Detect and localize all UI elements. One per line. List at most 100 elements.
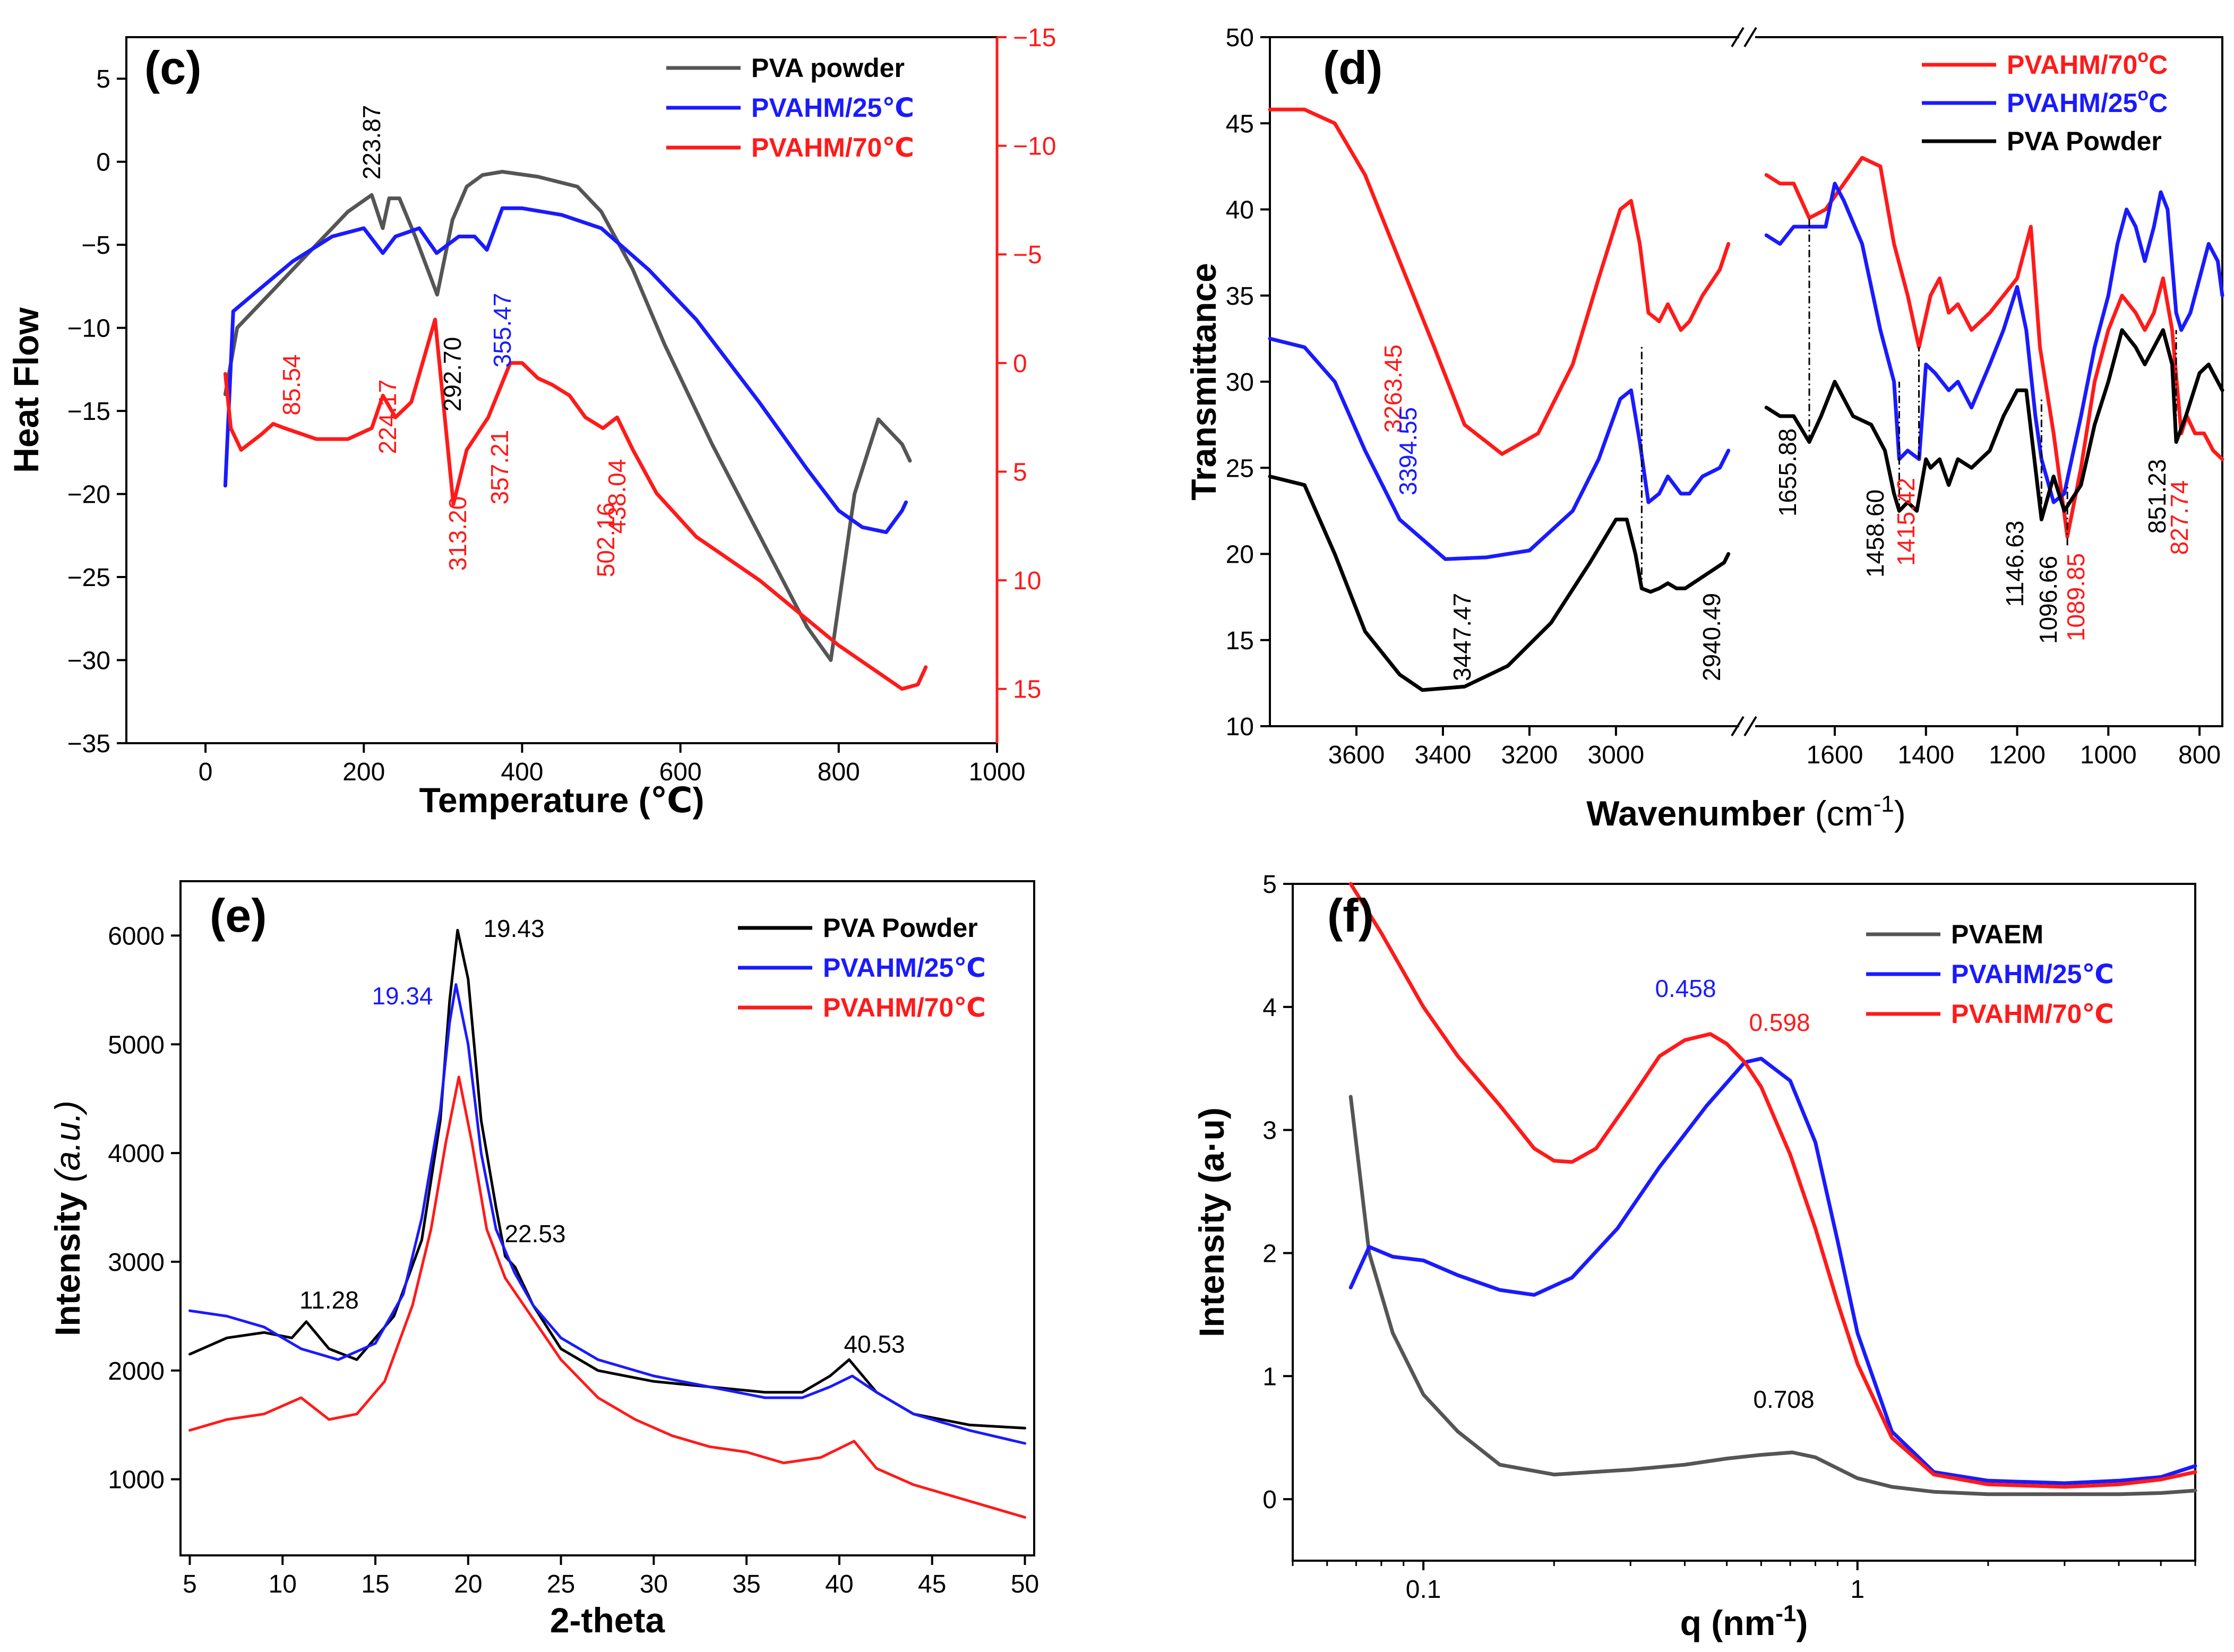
x-tick-label-d: 3600 — [1328, 741, 1385, 769]
y-tick-label-d: 15 — [1226, 627, 1254, 655]
annotation-e: 19.34 — [372, 982, 433, 1010]
y-tick-label-f: 4 — [1262, 994, 1277, 1022]
y-tick-label-e: 5000 — [108, 1031, 165, 1059]
annotation-f: 0.458 — [1655, 975, 1716, 1002]
panel-d: 3600 3400 3200 3000 1600 1400 1200 1000 800 10 15 2… — [1184, 24, 2224, 833]
legend-e-label-2: PVAHM/70℃ — [823, 993, 986, 1022]
x-tick-label-e: 5 — [183, 1570, 197, 1598]
y2-tick-label-c: −5 — [1013, 241, 1042, 269]
x-tick-label-d: 1000 — [2080, 741, 2137, 769]
annotation-d: 1089.85 — [2062, 553, 2090, 641]
panel-letter-d: (d) — [1323, 41, 1382, 94]
x-tick-label-c: 800 — [818, 758, 860, 786]
series-line-f-1 — [1348, 1056, 2197, 1485]
x-tick-label-f: 1 — [1850, 1576, 1864, 1604]
y-axis-title-c: Heat Flow — [6, 307, 46, 472]
y2-tick-label-c: 10 — [1013, 567, 1041, 595]
x-tick-label-e: 35 — [732, 1570, 760, 1598]
x-tick-label-d: 3200 — [1501, 741, 1558, 769]
x-tick-label-d: 1400 — [1897, 741, 1954, 769]
legend-f-label-2: PVAHM/70℃ — [1951, 999, 2114, 1029]
annotation-c: 357.21 — [486, 430, 513, 505]
x-tick-label-e: 50 — [1011, 1570, 1039, 1598]
y2-tick-label-c: 15 — [1013, 676, 1041, 704]
y-tick-label-d: 40 — [1226, 196, 1254, 225]
series-line-f-0 — [1348, 1095, 2197, 1496]
series-line-e-2 — [188, 1075, 1026, 1519]
annotation-d: 1655.88 — [1774, 428, 1801, 517]
legend-e-label-0: PVA Powder — [823, 913, 978, 943]
annotation-d: 1458.60 — [1861, 489, 1889, 578]
panel-c: 0 200 400 600 800 1000 5 0 −5 −10 −15 −20 −25 −30 −35 −… — [6, 24, 1056, 820]
legend-d-label-1: PVAHM/25oC — [2007, 84, 2168, 118]
annotation-c: 313.20 — [444, 496, 471, 571]
axis-break-mark — [1743, 716, 1757, 737]
y-axis-title-f: Intensity (a·u) — [1192, 1107, 1231, 1337]
y-tick-label-f: 0 — [1262, 1486, 1277, 1514]
x-axis-title-d: Wavenumber (cm-1) — [1586, 791, 1905, 833]
series-line-e-0 — [188, 928, 1026, 1430]
series-line-d-0 — [1764, 156, 2224, 539]
annotation-c: 223.87 — [358, 105, 385, 180]
y-tick-label-f: 5 — [1262, 871, 1277, 899]
annotation-c: 85.54 — [278, 354, 305, 415]
y-axis-title-d: Transmittance — [1184, 263, 1223, 501]
series-line-d-1 — [1268, 337, 1731, 561]
legend-f-label-1: PVAHM/25℃ — [1951, 959, 2114, 989]
axis-break-mark — [1731, 27, 1745, 48]
x-tick-label-d: 3400 — [1415, 741, 1472, 769]
axis-break-mark — [1743, 27, 1757, 48]
y2-tick-label-c: −15 — [1013, 24, 1056, 52]
series-line-d-2 — [1764, 328, 2224, 522]
x-tick-label-f: 0.1 — [1406, 1576, 1441, 1604]
annotation-e: 22.53 — [504, 1220, 565, 1247]
annotation-d: 2940.49 — [1698, 593, 1725, 681]
x-tick-label-d: 800 — [2178, 741, 2221, 769]
x-tick-label-e: 25 — [547, 1570, 575, 1598]
panels: 0 200 400 600 800 100050−5−10−15−20−25−30−35−… — [6, 24, 2224, 1642]
legend-d-label-0: PVAHM/70oC — [2007, 46, 2168, 80]
y-tick-label-c: −20 — [67, 481, 110, 509]
series-line-f-2 — [1348, 882, 2197, 1489]
y-tick-label-d: 20 — [1226, 541, 1254, 569]
legend-c-label-1: PVAHM/25℃ — [751, 93, 914, 123]
x-tick-label-e: 10 — [269, 1570, 297, 1598]
panel-e: 5 10 15 20 25 30 35 40 45 50 1000 2000 3000 4000 5000 6… — [48, 880, 1039, 1640]
series-line-c-1 — [223, 206, 908, 535]
y-tick-label-d: 50 — [1226, 24, 1254, 52]
y-tick-label-c: −10 — [67, 315, 110, 343]
annotation-c: 224.17 — [374, 380, 401, 454]
x-tick-label-d: 1200 — [1989, 741, 2046, 769]
annotation-e: 11.28 — [299, 1286, 359, 1314]
panel-letter-f: (f) — [1327, 889, 1374, 942]
annotation-d: 851.23 — [2143, 459, 2171, 534]
annotation-d: 1096.66 — [2034, 556, 2062, 644]
x-tick-label-c: 1000 — [969, 758, 1026, 786]
annotation-c: 502.16 — [592, 503, 620, 578]
y-tick-label-c: 5 — [96, 65, 110, 93]
panel-letter-e: (e) — [210, 889, 267, 942]
y-tick-label-d: 45 — [1226, 110, 1254, 138]
y-tick-label-c: −5 — [81, 231, 110, 260]
panel-letter-c: (c) — [144, 41, 202, 94]
plot-frame-e — [179, 880, 1035, 1556]
annotation-c: 355.47 — [488, 293, 516, 368]
y2-tick-label-c: 5 — [1013, 458, 1027, 486]
axis-break-mark — [1731, 716, 1745, 737]
x-tick-label-c: 600 — [659, 758, 702, 786]
y2-tick-label-c: 0 — [1013, 350, 1027, 378]
annotation-d: 3263.45 — [1379, 345, 1407, 433]
y-tick-label-c: 0 — [96, 149, 110, 177]
x-tick-label-c: 0 — [199, 758, 213, 786]
annotation-d: 3447.47 — [1448, 593, 1476, 681]
x-tick-label-d: 3000 — [1587, 741, 1644, 769]
y-tick-label-f: 2 — [1262, 1240, 1277, 1268]
y-tick-label-d: 10 — [1226, 713, 1254, 741]
y-tick-label-d: 35 — [1226, 282, 1254, 311]
y-tick-label-e: 6000 — [108, 922, 165, 950]
x-tick-label-d: 1600 — [1807, 741, 1863, 769]
series-line-d-1 — [1764, 182, 2224, 504]
x-tick-label-e: 45 — [918, 1570, 946, 1598]
x-axis-title-f: q (nm-1) — [1680, 1601, 1808, 1642]
